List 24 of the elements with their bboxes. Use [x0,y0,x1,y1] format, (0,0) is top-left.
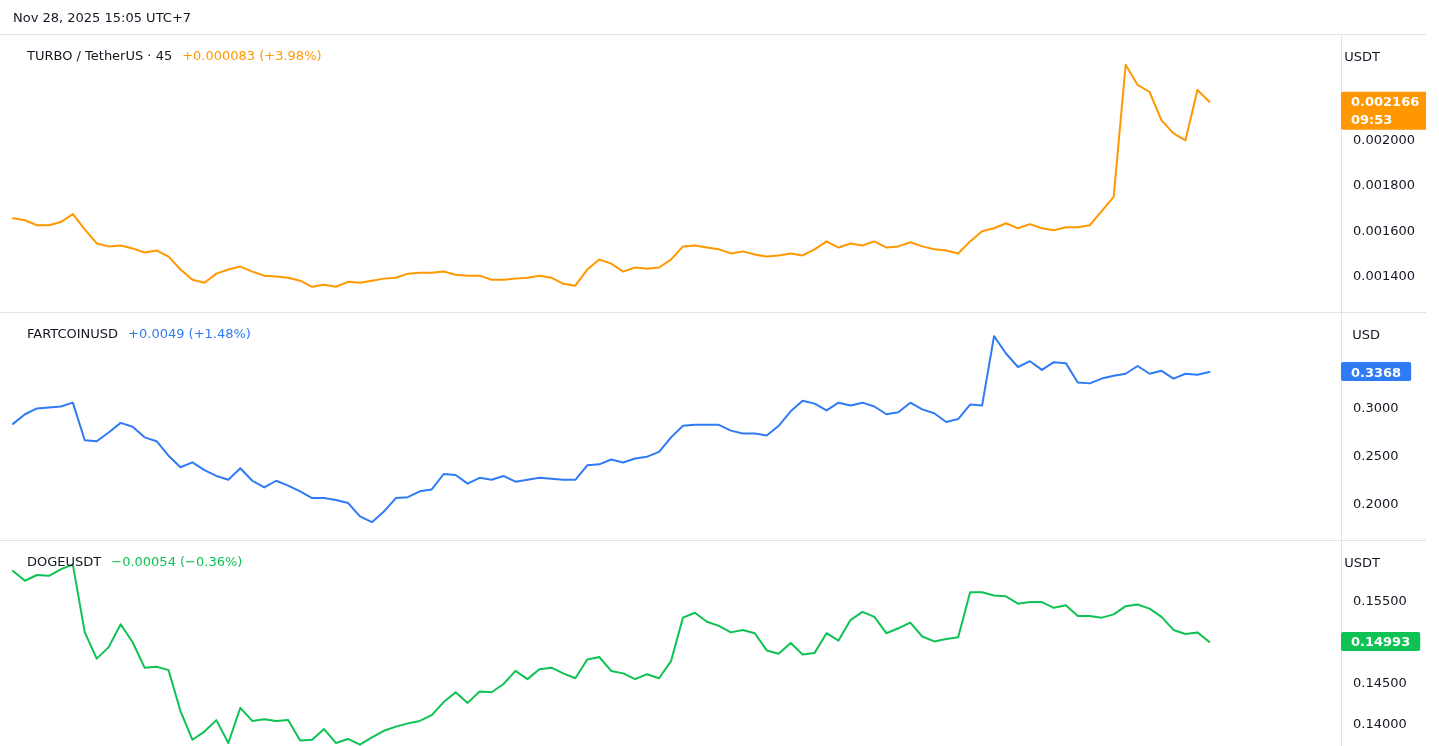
y-axis-title: USDT [1344,49,1381,64]
text: −0.00054 (−0.36%) [111,554,243,569]
y-tick-label: 0.2000 [1353,496,1399,512]
y-tick-label: 0.15500 [1353,592,1407,608]
y-tick-label: 0.14000 [1353,715,1407,731]
y-axis-title: USDT [1344,555,1381,570]
text: FARTCOINUSD [27,326,119,341]
text: DOGEUSDT [27,554,102,569]
y-axis-title: USD [1352,327,1380,342]
text: Nov 28, 2025 15:05 UTC+7 [13,10,192,25]
text: 0.14993 [1351,634,1411,650]
y-tick-label: 0.001800 [1353,177,1416,193]
text: +0.000083 (+3.98%) [182,48,322,63]
y-tick-label: 0.2500 [1353,448,1399,464]
text: +0.0049 (+1.48%) [128,326,251,341]
y-tick-label: 0.14500 [1353,674,1407,690]
y-tick-label: 0.3000 [1353,399,1399,415]
y-tick-label: 0.002000 [1353,131,1416,147]
y-tick-label: 0.001600 [1353,222,1416,238]
y-tick-label: 0.001400 [1353,268,1416,284]
text: 0.002166 09:53 [1351,94,1420,128]
text: 0.3368 [1351,364,1402,380]
text: TURBO / TetherUS · 45 [26,48,173,63]
line-series [12,63,1211,288]
